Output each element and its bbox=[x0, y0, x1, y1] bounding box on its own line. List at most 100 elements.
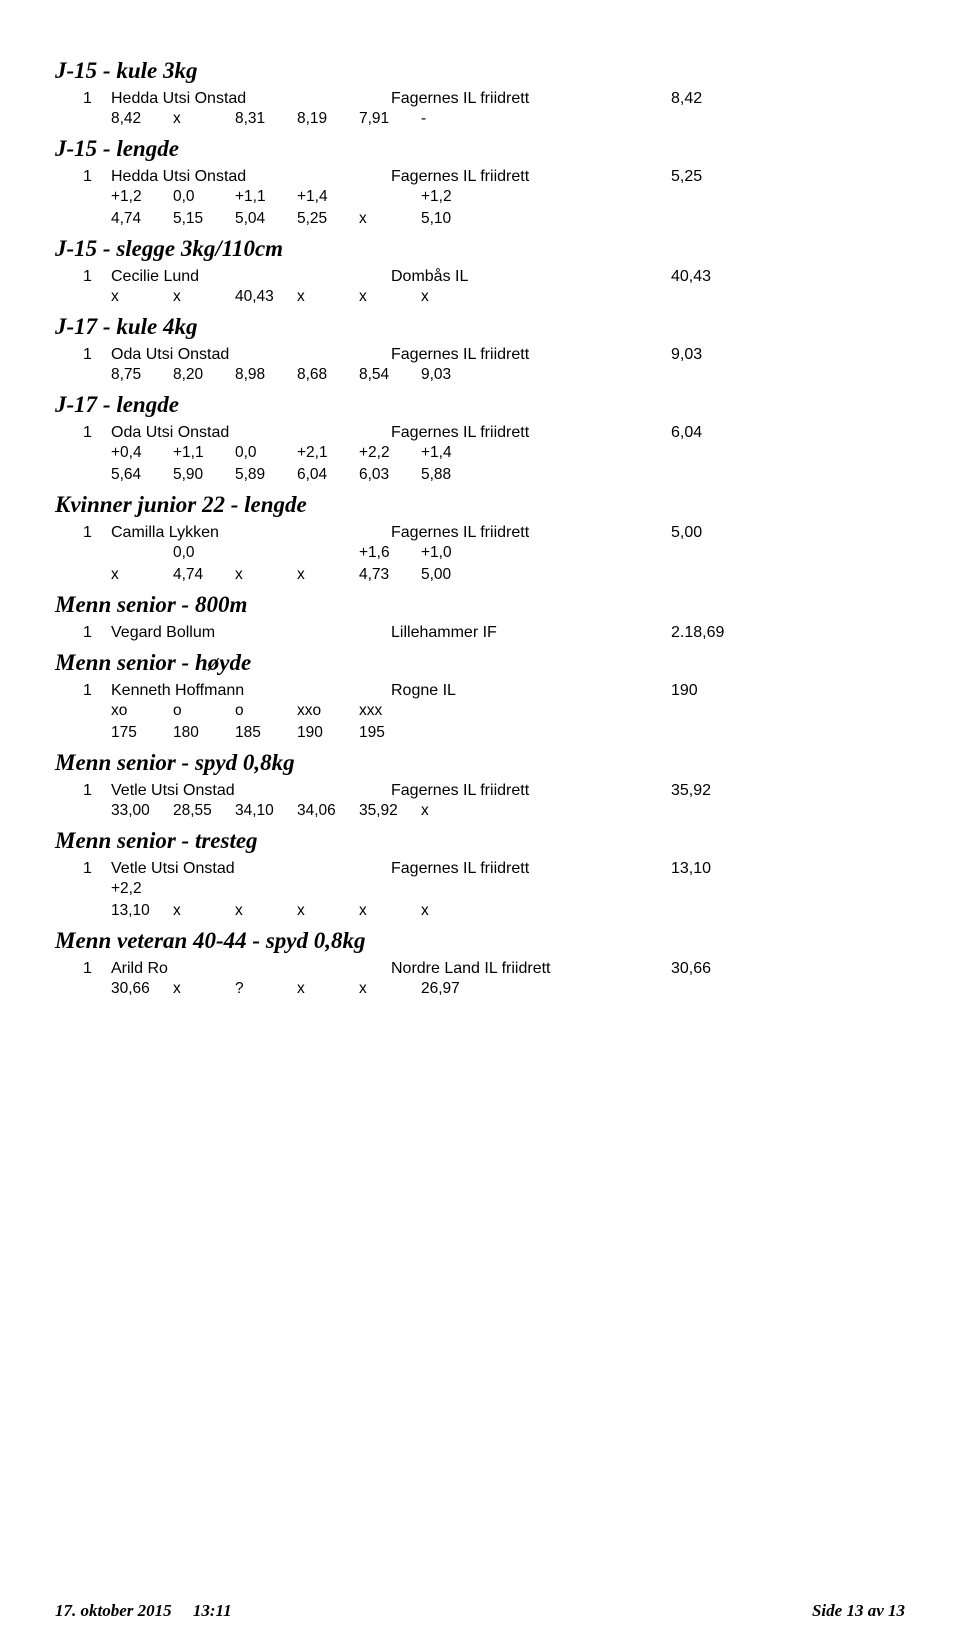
event-block: Menn veteran 40-44 - spyd 0,8kg1Arild Ro… bbox=[55, 928, 905, 998]
attempt-row: +2,2 bbox=[111, 880, 905, 898]
attempt-row: xx40,43xxx bbox=[111, 288, 905, 306]
attempt-cell: 26,97 bbox=[421, 980, 483, 998]
result-score: 30,66 bbox=[671, 960, 751, 978]
attempt-cell: 8,19 bbox=[297, 110, 359, 128]
result-row: 1Hedda Utsi OnstadFagernes IL friidrett8… bbox=[83, 90, 905, 108]
attempt-cell: 5,25 bbox=[297, 210, 359, 228]
event-title: Menn senior - høyde bbox=[55, 650, 905, 676]
attempt-cell: 30,66 bbox=[111, 980, 173, 998]
result-score: 9,03 bbox=[671, 346, 751, 364]
athlete-name: Vetle Utsi Onstad bbox=[111, 782, 391, 800]
attempt-cell: x bbox=[111, 288, 173, 306]
attempt-cell: 33,00 bbox=[111, 802, 173, 820]
result-score: 8,42 bbox=[671, 90, 751, 108]
attempt-cell: 5,15 bbox=[173, 210, 235, 228]
event-block: J-15 - kule 3kg1Hedda Utsi OnstadFagerne… bbox=[55, 58, 905, 128]
club-name: Dombås IL bbox=[391, 268, 671, 286]
attempt-row: +0,4+1,10,0+2,1+2,2+1,4 bbox=[111, 444, 905, 462]
attempt-cell: 5,89 bbox=[235, 466, 297, 484]
attempt-cell: +1,0 bbox=[421, 544, 483, 562]
attempt-cell: 13,10 bbox=[111, 902, 173, 920]
attempt-cell: x bbox=[359, 980, 421, 998]
attempt-cell: +2,1 bbox=[297, 444, 359, 462]
rank: 1 bbox=[83, 782, 111, 800]
rank: 1 bbox=[83, 682, 111, 700]
attempt-cell: +1,4 bbox=[421, 444, 483, 462]
rank: 1 bbox=[83, 346, 111, 364]
event-title: J-17 - lengde bbox=[55, 392, 905, 418]
attempt-cell bbox=[235, 880, 297, 898]
event-title: J-15 - lengde bbox=[55, 136, 905, 162]
club-name: Fagernes IL friidrett bbox=[391, 424, 671, 442]
result-score: 2.18,69 bbox=[671, 624, 751, 642]
attempt-cell: 185 bbox=[235, 724, 297, 742]
attempt-row: 8,42x8,318,197,91- bbox=[111, 110, 905, 128]
club-name: Nordre Land IL friidrett bbox=[391, 960, 671, 978]
club-name: Rogne IL bbox=[391, 682, 671, 700]
result-row: 1Arild RoNordre Land IL friidrett30,66 bbox=[83, 960, 905, 978]
attempt-cell: 5,88 bbox=[421, 466, 483, 484]
attempt-cell: 5,90 bbox=[173, 466, 235, 484]
athlete-name: Oda Utsi Onstad bbox=[111, 424, 391, 442]
event-title: Kvinner junior 22 - lengde bbox=[55, 492, 905, 518]
attempt-cell: 175 bbox=[111, 724, 173, 742]
athlete-name: Oda Utsi Onstad bbox=[111, 346, 391, 364]
footer-date: 17. oktober 2015 bbox=[55, 1601, 172, 1620]
club-name: Fagernes IL friidrett bbox=[391, 524, 671, 542]
attempt-cell: ? bbox=[235, 980, 297, 998]
attempt-cell: x bbox=[359, 288, 421, 306]
event-block: J-15 - lengde1Hedda Utsi OnstadFagernes … bbox=[55, 136, 905, 228]
attempt-cell: x bbox=[421, 288, 483, 306]
footer-time: 13:11 bbox=[193, 1601, 232, 1620]
attempt-cell: x bbox=[421, 902, 483, 920]
attempt-cell: 8,75 bbox=[111, 366, 173, 384]
result-row: 1Vetle Utsi OnstadFagernes IL friidrett1… bbox=[83, 860, 905, 878]
event-title: Menn senior - spyd 0,8kg bbox=[55, 750, 905, 776]
event-title: J-17 - kule 4kg bbox=[55, 314, 905, 340]
attempt-cell: +0,4 bbox=[111, 444, 173, 462]
attempt-cell: 9,03 bbox=[421, 366, 483, 384]
attempt-cell bbox=[111, 544, 173, 562]
attempt-cell: x bbox=[173, 902, 235, 920]
attempt-cell: x bbox=[173, 980, 235, 998]
attempt-cell: 195 bbox=[359, 724, 421, 742]
attempt-cell: x bbox=[235, 566, 297, 584]
club-name: Fagernes IL friidrett bbox=[391, 346, 671, 364]
attempt-row: +1,20,0+1,1+1,4+1,2 bbox=[111, 188, 905, 206]
result-row: 1Camilla LykkenFagernes IL friidrett5,00 bbox=[83, 524, 905, 542]
attempt-cell: 180 bbox=[173, 724, 235, 742]
event-title: Menn senior - 800m bbox=[55, 592, 905, 618]
attempt-row: xoooxxoxxx bbox=[111, 702, 905, 720]
attempt-cell: 35,92 bbox=[359, 802, 421, 820]
attempt-cell: x bbox=[297, 288, 359, 306]
event-block: Menn senior - 800m1Vegard BollumLilleham… bbox=[55, 592, 905, 642]
attempt-cell: xo bbox=[111, 702, 173, 720]
result-row: 1Kenneth HoffmannRogne IL190 bbox=[83, 682, 905, 700]
athlete-name: Kenneth Hoffmann bbox=[111, 682, 391, 700]
attempt-cell: xxx bbox=[359, 702, 421, 720]
attempt-cell: 5,10 bbox=[421, 210, 483, 228]
attempt-cell: o bbox=[173, 702, 235, 720]
attempt-row: 13,10xxxxx bbox=[111, 902, 905, 920]
result-row: 1Cecilie LundDombås IL40,43 bbox=[83, 268, 905, 286]
event-title: J-15 - slegge 3kg/110cm bbox=[55, 236, 905, 262]
footer-right: Side 13 av 13 bbox=[812, 1601, 905, 1621]
event-block: Menn senior - høyde 1Kenneth HoffmannRogn… bbox=[55, 650, 905, 742]
attempt-cell: +2,2 bbox=[111, 880, 173, 898]
attempt-row: 5,645,905,896,046,035,88 bbox=[111, 466, 905, 484]
attempt-row: 175180185190195 bbox=[111, 724, 905, 742]
athlete-name: Hedda Utsi Onstad bbox=[111, 168, 391, 186]
club-name: Fagernes IL friidrett bbox=[391, 782, 671, 800]
attempt-cell bbox=[359, 880, 421, 898]
attempt-cell: 5,64 bbox=[111, 466, 173, 484]
attempt-cell: 5,04 bbox=[235, 210, 297, 228]
attempt-cell: x bbox=[173, 288, 235, 306]
attempt-row: 30,66x?xx26,97 bbox=[111, 980, 905, 998]
event-block: Menn senior - tresteg1Vetle Utsi OnstadF… bbox=[55, 828, 905, 920]
attempt-cell: x bbox=[359, 210, 421, 228]
attempt-cell: 8,54 bbox=[359, 366, 421, 384]
club-name: Lillehammer IF bbox=[391, 624, 671, 642]
attempt-cell: 4,74 bbox=[111, 210, 173, 228]
attempt-cell: 34,10 bbox=[235, 802, 297, 820]
attempt-cell: 5,00 bbox=[421, 566, 483, 584]
